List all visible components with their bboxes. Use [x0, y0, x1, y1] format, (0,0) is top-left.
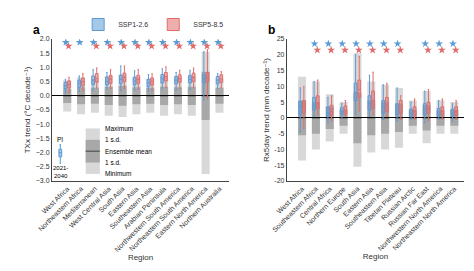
svg-text:−1.0: −1.0 [36, 121, 50, 128]
svg-text:Russian Far East: Russian Far East [387, 185, 430, 228]
svg-text:25: 25 [277, 35, 285, 42]
svg-text:PI: PI [57, 136, 63, 143]
svg-text:Arabian Peninsula: Arabian Peninsula [122, 185, 167, 230]
svg-text:Eastern Asia: Eastern Asia [107, 185, 140, 218]
svg-text:20: 20 [277, 51, 285, 58]
svg-text:1.0: 1.0 [40, 64, 50, 71]
svg-text:South Asia: South Asia [332, 185, 361, 214]
svg-text:Southeastern Africa: Southeastern Africa [271, 185, 319, 233]
svg-text:10: 10 [277, 83, 285, 90]
svg-text:SSP1-2.6: SSP1-2.6 [118, 21, 148, 28]
svg-text:West Central Asia: West Central Asia [68, 185, 112, 229]
svg-text:5: 5 [281, 99, 285, 106]
svg-text:Region: Region [128, 253, 153, 262]
svg-text:0.0: 0.0 [40, 92, 50, 99]
svg-text:Northeastern North America: Northeastern North America [391, 185, 457, 251]
svg-text:-15: -15 [274, 162, 284, 169]
svg-text:West Africa: West Africa [275, 185, 305, 215]
svg-text:−0.5: −0.5 [36, 106, 50, 113]
svg-text:Eastern Asia: Eastern Asia [342, 185, 375, 218]
svg-text:Minimum: Minimum [105, 170, 131, 177]
svg-text:b: b [268, 23, 275, 37]
svg-text:South Asia: South Asia [97, 185, 126, 214]
svg-text:-20: -20 [274, 177, 284, 184]
svg-text:Northern Europe: Northern Europe [305, 185, 347, 227]
svg-text:Southeastern Asia: Southeastern Asia [108, 185, 153, 230]
svg-text:Central Africa: Central Africa [298, 185, 333, 220]
svg-text:0: 0 [281, 114, 285, 121]
svg-text:2.0: 2.0 [40, 35, 50, 42]
svg-text:−3.0: −3.0 [36, 177, 50, 184]
svg-text:1 s.d.: 1 s.d. [105, 136, 121, 143]
svg-text:Mediterranean: Mediterranean [61, 185, 98, 222]
svg-text:Eastern North America: Eastern North America [154, 185, 209, 240]
svg-text:1.5: 1.5 [40, 50, 50, 57]
svg-text:Northern Australia: Northern Australia [178, 185, 223, 230]
svg-text:Southeastern Asia: Southeastern Asia [343, 185, 388, 230]
svg-text:TXx trend (°C decade⁻¹): TXx trend (°C decade⁻¹) [23, 66, 32, 153]
svg-text:Tibetan Plateau: Tibetan Plateau [363, 185, 403, 225]
svg-text:Northeastern Africa: Northeastern Africa [37, 185, 84, 232]
svg-text:Region: Region [363, 252, 388, 261]
svg-text:-10: -10 [274, 146, 284, 153]
svg-text:0.5: 0.5 [40, 78, 50, 85]
svg-text:−1.5: −1.5 [36, 135, 50, 142]
svg-text:Northwestern North America: Northwestern North America [377, 185, 444, 252]
svg-text:15: 15 [277, 67, 285, 74]
svg-text:−2.0: −2.0 [36, 149, 50, 156]
svg-text:Northeastern South America: Northeastern South America [128, 185, 195, 252]
svg-text:Northwestern South America: Northwestern South America [113, 185, 181, 253]
svg-text:-5: -5 [278, 130, 284, 137]
svg-text:2021-2040: 2021-2040 [53, 165, 68, 179]
svg-text:−2.5: −2.5 [36, 163, 50, 170]
svg-text:Ensemble mean: Ensemble mean [105, 148, 152, 155]
svg-text:Rx5day trend (mm decade⁻¹): Rx5day trend (mm decade⁻¹) [262, 58, 271, 162]
svg-text:West Africa: West Africa [41, 185, 71, 215]
svg-text:Russian Arctic: Russian Arctic [380, 185, 417, 222]
svg-text:Maximum: Maximum [105, 125, 133, 132]
svg-text:1 s.d.: 1 s.d. [105, 159, 121, 166]
svg-text:a: a [33, 23, 40, 37]
svg-text:SSP5-8.5: SSP5-8.5 [193, 21, 223, 28]
